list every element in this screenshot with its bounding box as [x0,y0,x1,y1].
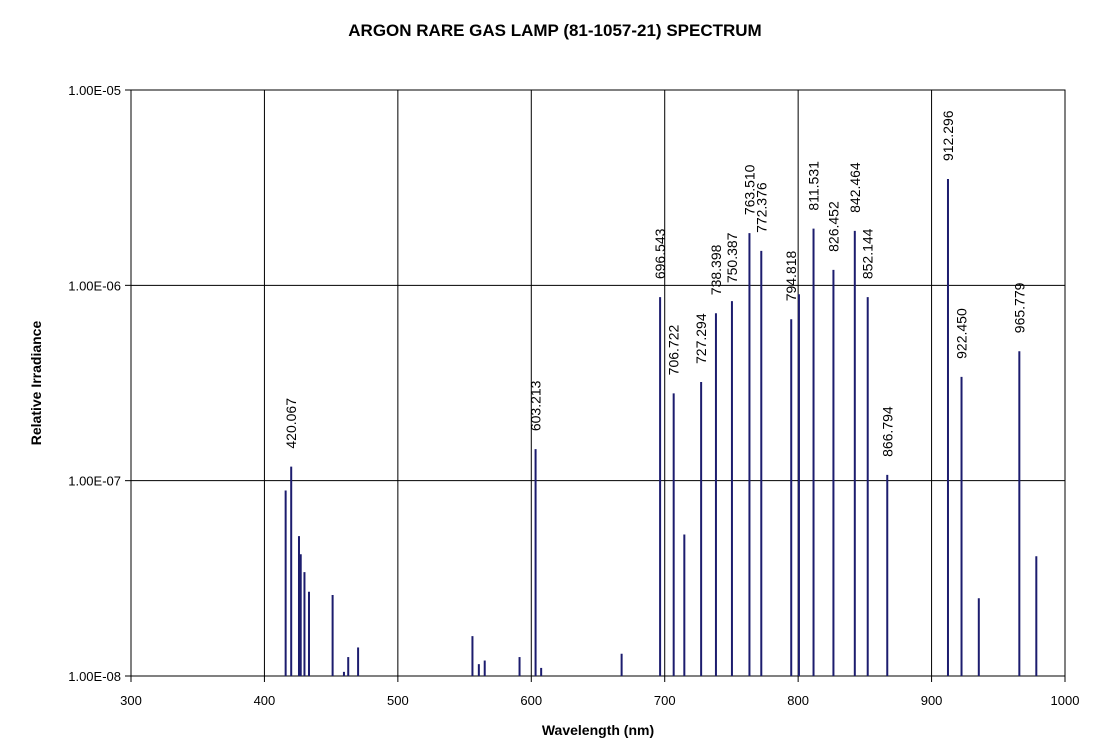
x-tick-label: 800 [787,693,809,708]
peak-label: 826.452 [825,201,841,252]
peak-label: 706.722 [666,325,682,376]
peak-label: 772.376 [753,182,769,233]
peak-labels: 420.067 603.213 696.543 706.722 727.294 738.3… [283,110,1027,457]
peak-label: 727.294 [693,313,709,364]
y-tick-label: 1.00E-07 [68,474,121,489]
peak-label: 420.067 [283,398,299,449]
x-tick-label: 700 [654,693,676,708]
y-axis-ticks: 1.00E-08 1.00E-07 1.00E-06 1.00E-05 [68,83,131,684]
peak-label: 763.510 [741,164,757,215]
plot-frame [130,89,1066,677]
x-tick-label: 1000 [1051,693,1080,708]
peak-label: 738.398 [708,244,724,295]
x-axis-ticks: 300 400 500 600 700 800 900 1000 [120,676,1079,708]
peak-label: 922.450 [954,308,970,359]
grid-lines [131,90,1065,676]
x-tick-label: 600 [520,693,542,708]
chart-title: ARGON RARE GAS LAMP (81-1057-21) SPECTRU… [348,21,761,40]
x-tick-label: 300 [120,693,142,708]
y-tick-label: 1.00E-08 [68,669,121,684]
peak-label: 696.543 [652,228,668,279]
spectral-lines [284,179,1038,676]
peak-label: 965.779 [1011,282,1027,333]
y-tick-label: 1.00E-05 [68,83,121,98]
x-tick-label: 900 [921,693,943,708]
y-tick-label: 1.00E-06 [68,278,121,293]
peak-label: 842.464 [847,162,863,213]
peak-label: 852.144 [860,228,876,279]
peak-label: 603.213 [528,380,544,431]
peak-label: 866.794 [879,406,895,457]
x-tick-label: 500 [387,693,409,708]
x-axis-title: Wavelength (nm) [542,722,654,738]
peak-label: 912.296 [940,110,956,161]
y-axis-title: Relative Irradiance [28,321,44,446]
peak-label: 794.818 [783,250,799,301]
peak-label: 750.387 [724,232,740,283]
x-tick-label: 400 [254,693,276,708]
peak-label: 811.531 [806,161,822,211]
